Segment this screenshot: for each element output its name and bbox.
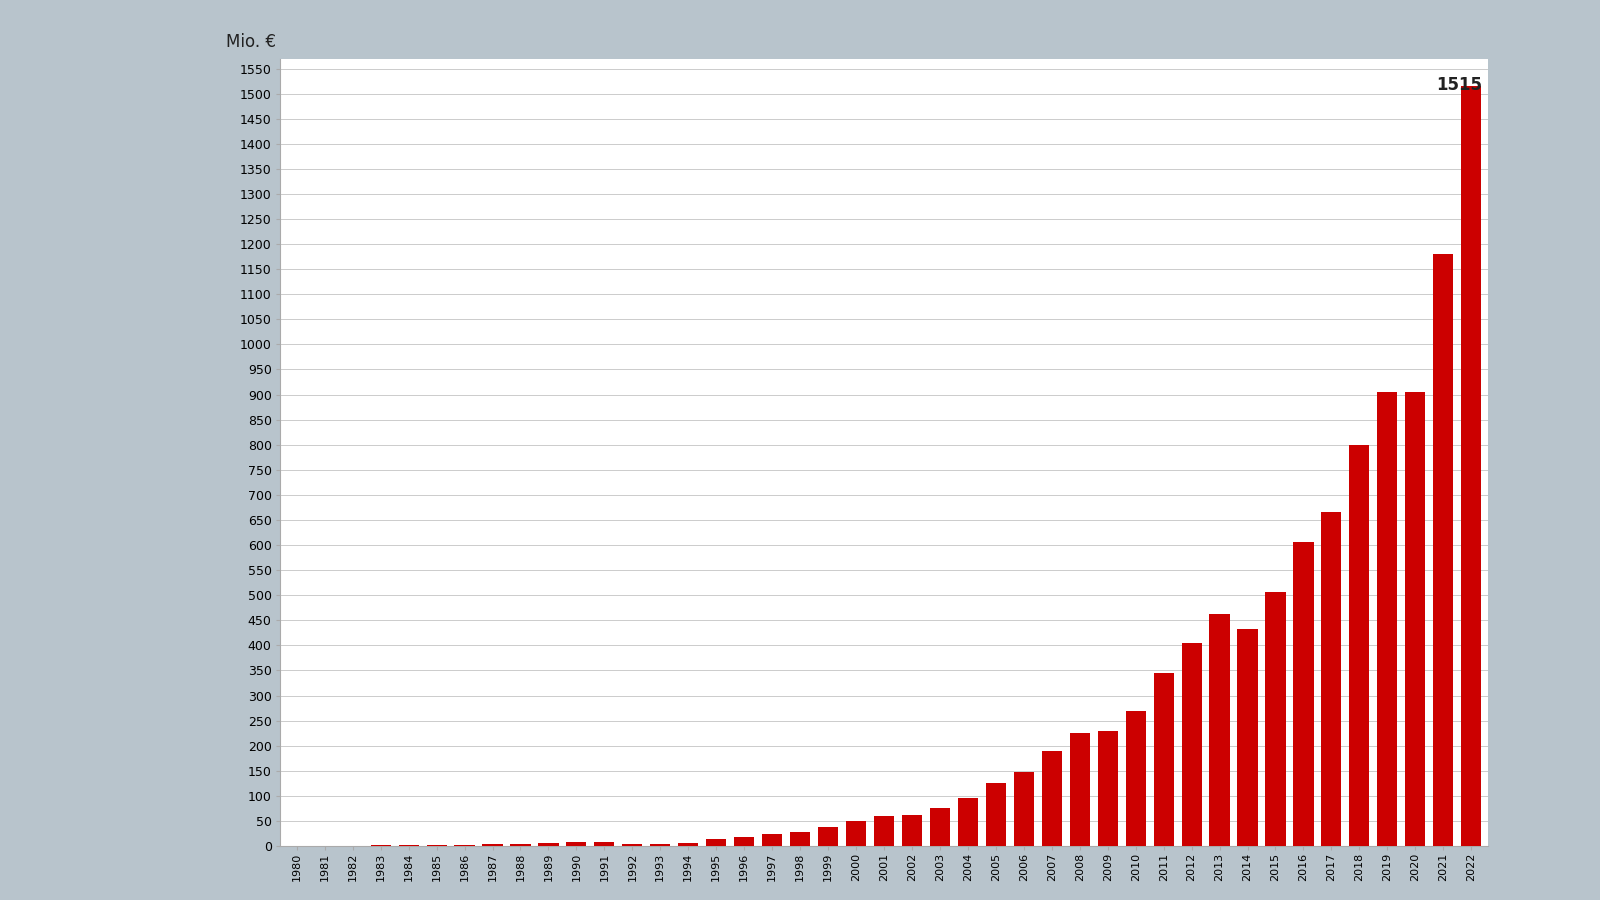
Bar [874,816,894,846]
Bar [706,840,726,846]
Bar [818,827,838,846]
Bar [1293,542,1314,846]
Bar [650,844,670,846]
Bar [1349,445,1370,846]
Bar [1154,673,1174,846]
Bar [1070,734,1090,846]
Bar [1266,591,1285,846]
Bar [1210,615,1230,846]
Bar [1181,643,1202,846]
Bar [454,845,475,846]
Bar [1322,512,1341,846]
Bar [790,832,810,846]
Bar [1461,86,1482,846]
Bar [734,837,754,846]
Bar [1042,751,1062,846]
Text: 1515: 1515 [1435,76,1482,94]
Text: Mio. €: Mio. € [226,32,275,50]
Bar [1378,392,1397,846]
Bar [986,783,1006,846]
Bar [1125,711,1146,846]
Bar [958,798,978,846]
Bar [678,843,698,846]
Bar [846,821,866,846]
Bar [1237,629,1258,846]
Bar [1434,254,1453,846]
Bar [930,808,950,846]
Bar [1098,731,1118,846]
Bar [538,843,558,846]
Bar [427,845,446,846]
Bar [483,844,502,846]
Bar [902,814,922,846]
Bar [762,834,782,846]
Bar [1405,392,1426,846]
Bar [510,843,531,846]
Bar [622,844,642,846]
Bar [566,842,587,846]
Bar [1014,772,1034,846]
Bar [594,842,614,846]
